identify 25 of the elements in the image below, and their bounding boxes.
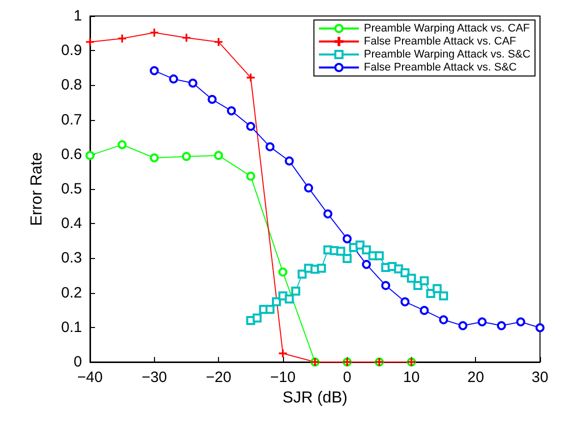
- y-tick-label: 0.5: [61, 180, 82, 198]
- y-tick-label: 0.6: [61, 146, 82, 163]
- y-tick-label: 0.3: [61, 250, 82, 267]
- legend-label: False Preamble Attack vs. CAF: [364, 36, 516, 48]
- y-tick-label: 1: [74, 8, 82, 24]
- y-tick-label: 0.7: [61, 111, 82, 128]
- legend-label: Preamble Warping Attack vs. S&C: [364, 48, 530, 60]
- y-axis-title: Error Rate: [28, 152, 46, 226]
- x-axis-title: SJR (dB): [282, 390, 348, 406]
- x-tick-label: 30: [532, 369, 548, 386]
- legend-label: False Preamble Attack vs. S&C: [364, 62, 517, 74]
- x-tick-label: −20: [206, 369, 232, 386]
- y-tick-label: 0.1: [61, 318, 82, 336]
- x-tick-label: 10: [403, 369, 420, 386]
- x-tick-label: −40: [77, 369, 103, 386]
- legend-label: Preamble Warping Attack vs. CAF: [364, 22, 530, 34]
- y-tick-label: 0.4: [61, 215, 82, 232]
- y-tick-label: 0.2: [61, 284, 82, 302]
- x-tick-label: 0: [342, 369, 352, 386]
- y-tick-label: 0.9: [61, 42, 82, 60]
- x-tick-label: −30: [142, 369, 168, 386]
- y-tick-label: 0: [74, 354, 82, 370]
- x-tick-label: 20: [467, 369, 484, 386]
- y-tick-label: 0.8: [61, 76, 82, 94]
- x-tick-label: −10: [270, 369, 296, 386]
